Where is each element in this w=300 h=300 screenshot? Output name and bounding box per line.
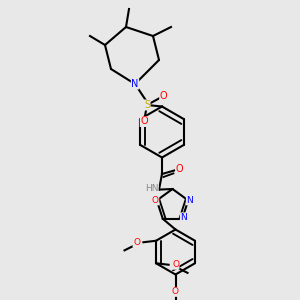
Text: N: N bbox=[180, 213, 187, 222]
Text: O: O bbox=[172, 287, 179, 296]
Text: O: O bbox=[133, 238, 140, 247]
Text: O: O bbox=[152, 196, 159, 205]
Text: S: S bbox=[144, 100, 150, 110]
Text: O: O bbox=[160, 91, 167, 101]
Text: N: N bbox=[131, 79, 139, 89]
Text: N: N bbox=[186, 196, 193, 205]
Text: O: O bbox=[172, 260, 179, 269]
Text: O: O bbox=[140, 116, 148, 127]
Text: O: O bbox=[176, 164, 183, 174]
Text: HN: HN bbox=[145, 184, 158, 193]
